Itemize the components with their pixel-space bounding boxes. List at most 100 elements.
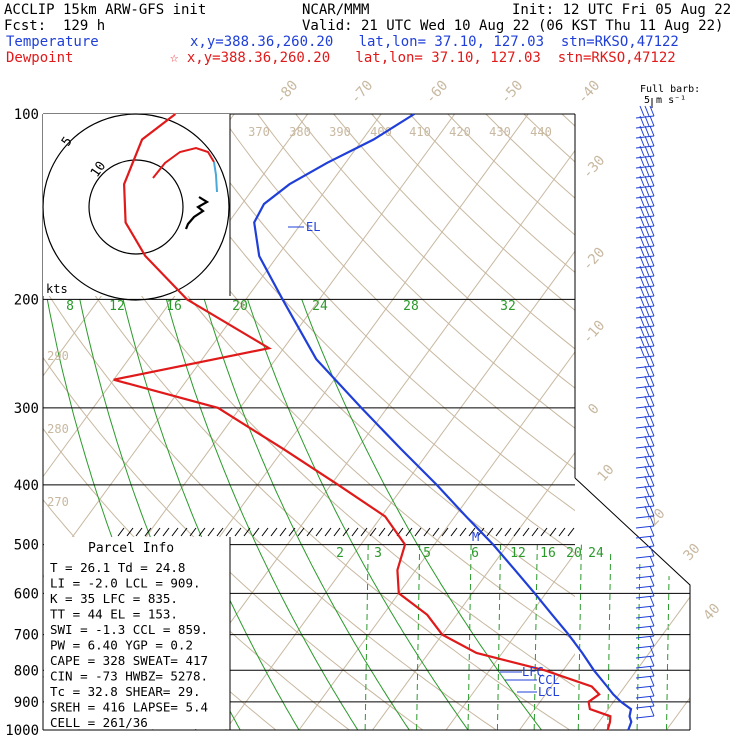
right-axis-lower [574, 477, 691, 730]
init-time: Init: 12 UTC Fri 05 Aug 22 [512, 2, 732, 18]
wind-barb-feather [649, 685, 655, 697]
parcel-info-box: Parcel Info T = 26.1 Td = 24.8LI = -2.0 L… [44, 537, 231, 730]
mixing-ratio-line [467, 544, 472, 730]
wind-barb-staff [635, 655, 655, 659]
wind-barb-feather [649, 495, 655, 507]
theta-label: 440 [530, 125, 552, 139]
hatch-mark [252, 527, 260, 537]
melting-marker-label: M [472, 530, 479, 544]
wind-barb-feather [649, 315, 655, 327]
hatch-mark [153, 527, 161, 537]
hatch-mark [315, 527, 323, 537]
wind-barb-feather [644, 425, 650, 437]
isotherm-label: -60 [423, 78, 452, 108]
isotherm-label: -40 [575, 78, 604, 108]
wind-barb-staff [635, 625, 655, 629]
wind-barb-feather [639, 235, 645, 247]
isotherm-line [519, 653, 575, 730]
wind-barb-feather [644, 125, 650, 137]
mixing-ratio-line [416, 544, 421, 730]
wind-barb-staff [635, 545, 655, 549]
wind-barb-feather [639, 305, 645, 317]
parcel-info-row: CAPE = 328 SWEAT= 417 [50, 653, 208, 668]
hatch-mark [216, 527, 224, 537]
wind-barb-feather [644, 435, 650, 447]
mixing-ratio-line [666, 544, 671, 730]
wind-barb-feather [644, 275, 650, 287]
hodograph-ring-5 [88, 159, 184, 255]
wind-barb-feather [644, 325, 650, 337]
parcel-info-row: TT = 44 EL = 153. [50, 607, 178, 622]
wind-barb-feather [649, 135, 655, 147]
dry-adiabat-line [295, 114, 575, 389]
wind-barb-feather [649, 525, 655, 537]
parcel-info-row: PW = 6.40 YGP = 0.2 [50, 638, 193, 653]
dry-adiabat-line [43, 139, 575, 688]
wind-barb-feather [644, 175, 650, 187]
wind-barb-feather [649, 485, 655, 497]
wind-barb-feather [649, 465, 655, 477]
hatch-mark [180, 527, 188, 537]
mixing-ratio-line [533, 544, 538, 730]
wind-barb-feather [649, 695, 655, 707]
wind-barb-feather [639, 245, 645, 257]
isotherm-label: -10 [580, 318, 609, 348]
wind-barb-feather [644, 165, 650, 177]
dry-adiabat-line [676, 114, 740, 730]
wind-barb-feather [644, 255, 650, 267]
isotherm-label: -80 [273, 78, 302, 108]
wind-barb-staff [635, 575, 655, 579]
wind-barb-feather [649, 145, 655, 157]
lfc-marker-label: LFC [522, 665, 544, 679]
hatch-mark [351, 527, 359, 537]
wind-barb-feather [644, 315, 650, 327]
hatch-mark [459, 527, 467, 537]
hatch-mark [558, 527, 566, 537]
hatch-mark [495, 527, 503, 537]
mixing-ratio-label: 24 [588, 546, 604, 561]
mixing-ratio-line [636, 544, 641, 730]
mixing-ratio-label: 12 [510, 546, 526, 561]
isotherm-line [0, 114, 14, 730]
wind-barb-feather [644, 215, 650, 227]
wind-barb-feather [639, 195, 645, 207]
wind-barb-feather [644, 195, 650, 207]
wind-barb-feather [644, 295, 650, 307]
wind-barb-feather [649, 645, 655, 657]
wind-barb-feather [649, 345, 655, 357]
wind-barb-feather [644, 155, 650, 167]
mixing-ratio-line [607, 544, 612, 730]
pressure-tick-label: 700 [14, 628, 39, 644]
el-marker-label: EL [306, 220, 320, 234]
hatch-mark [171, 527, 179, 537]
wind-barb-feather [644, 265, 650, 277]
theta-label: 390 [329, 125, 351, 139]
wind-barb-feather [639, 105, 645, 117]
moist-adiabat-line [247, 299, 469, 730]
wind-barb-feather [649, 595, 655, 607]
pressure-tick-label: 1000 [5, 723, 39, 739]
parcel-info-row: T = 26.1 Td = 24.8 [50, 560, 185, 575]
wind-barb-feather [649, 235, 655, 247]
mixing-ratio-label: 20 [232, 299, 248, 314]
hatch-mark [333, 527, 341, 537]
mixing-ratio-label: 16 [166, 299, 182, 314]
hatch-mark [360, 527, 368, 537]
wind-barb-feather [644, 475, 650, 487]
wind-barb-feather [644, 465, 650, 477]
mixing-ratio-label: 8 [66, 299, 74, 314]
dry-adiabat-line [181, 114, 575, 512]
pressure-tick-label: 800 [14, 663, 39, 679]
dry-adiabat-line [523, 114, 575, 163]
wind-barb-feather [649, 635, 655, 647]
wind-barb-feather [649, 665, 655, 677]
dry-adiabat-line [66, 114, 575, 642]
wind-barb-feather [649, 585, 655, 597]
wind-barb-staff [635, 675, 655, 679]
wind-barb-feather [649, 285, 655, 297]
wind-barb-staff [635, 645, 655, 649]
wind-barb-feather [639, 315, 645, 327]
hatch-mark [441, 527, 449, 537]
isotherm-label: -50 [498, 78, 527, 108]
